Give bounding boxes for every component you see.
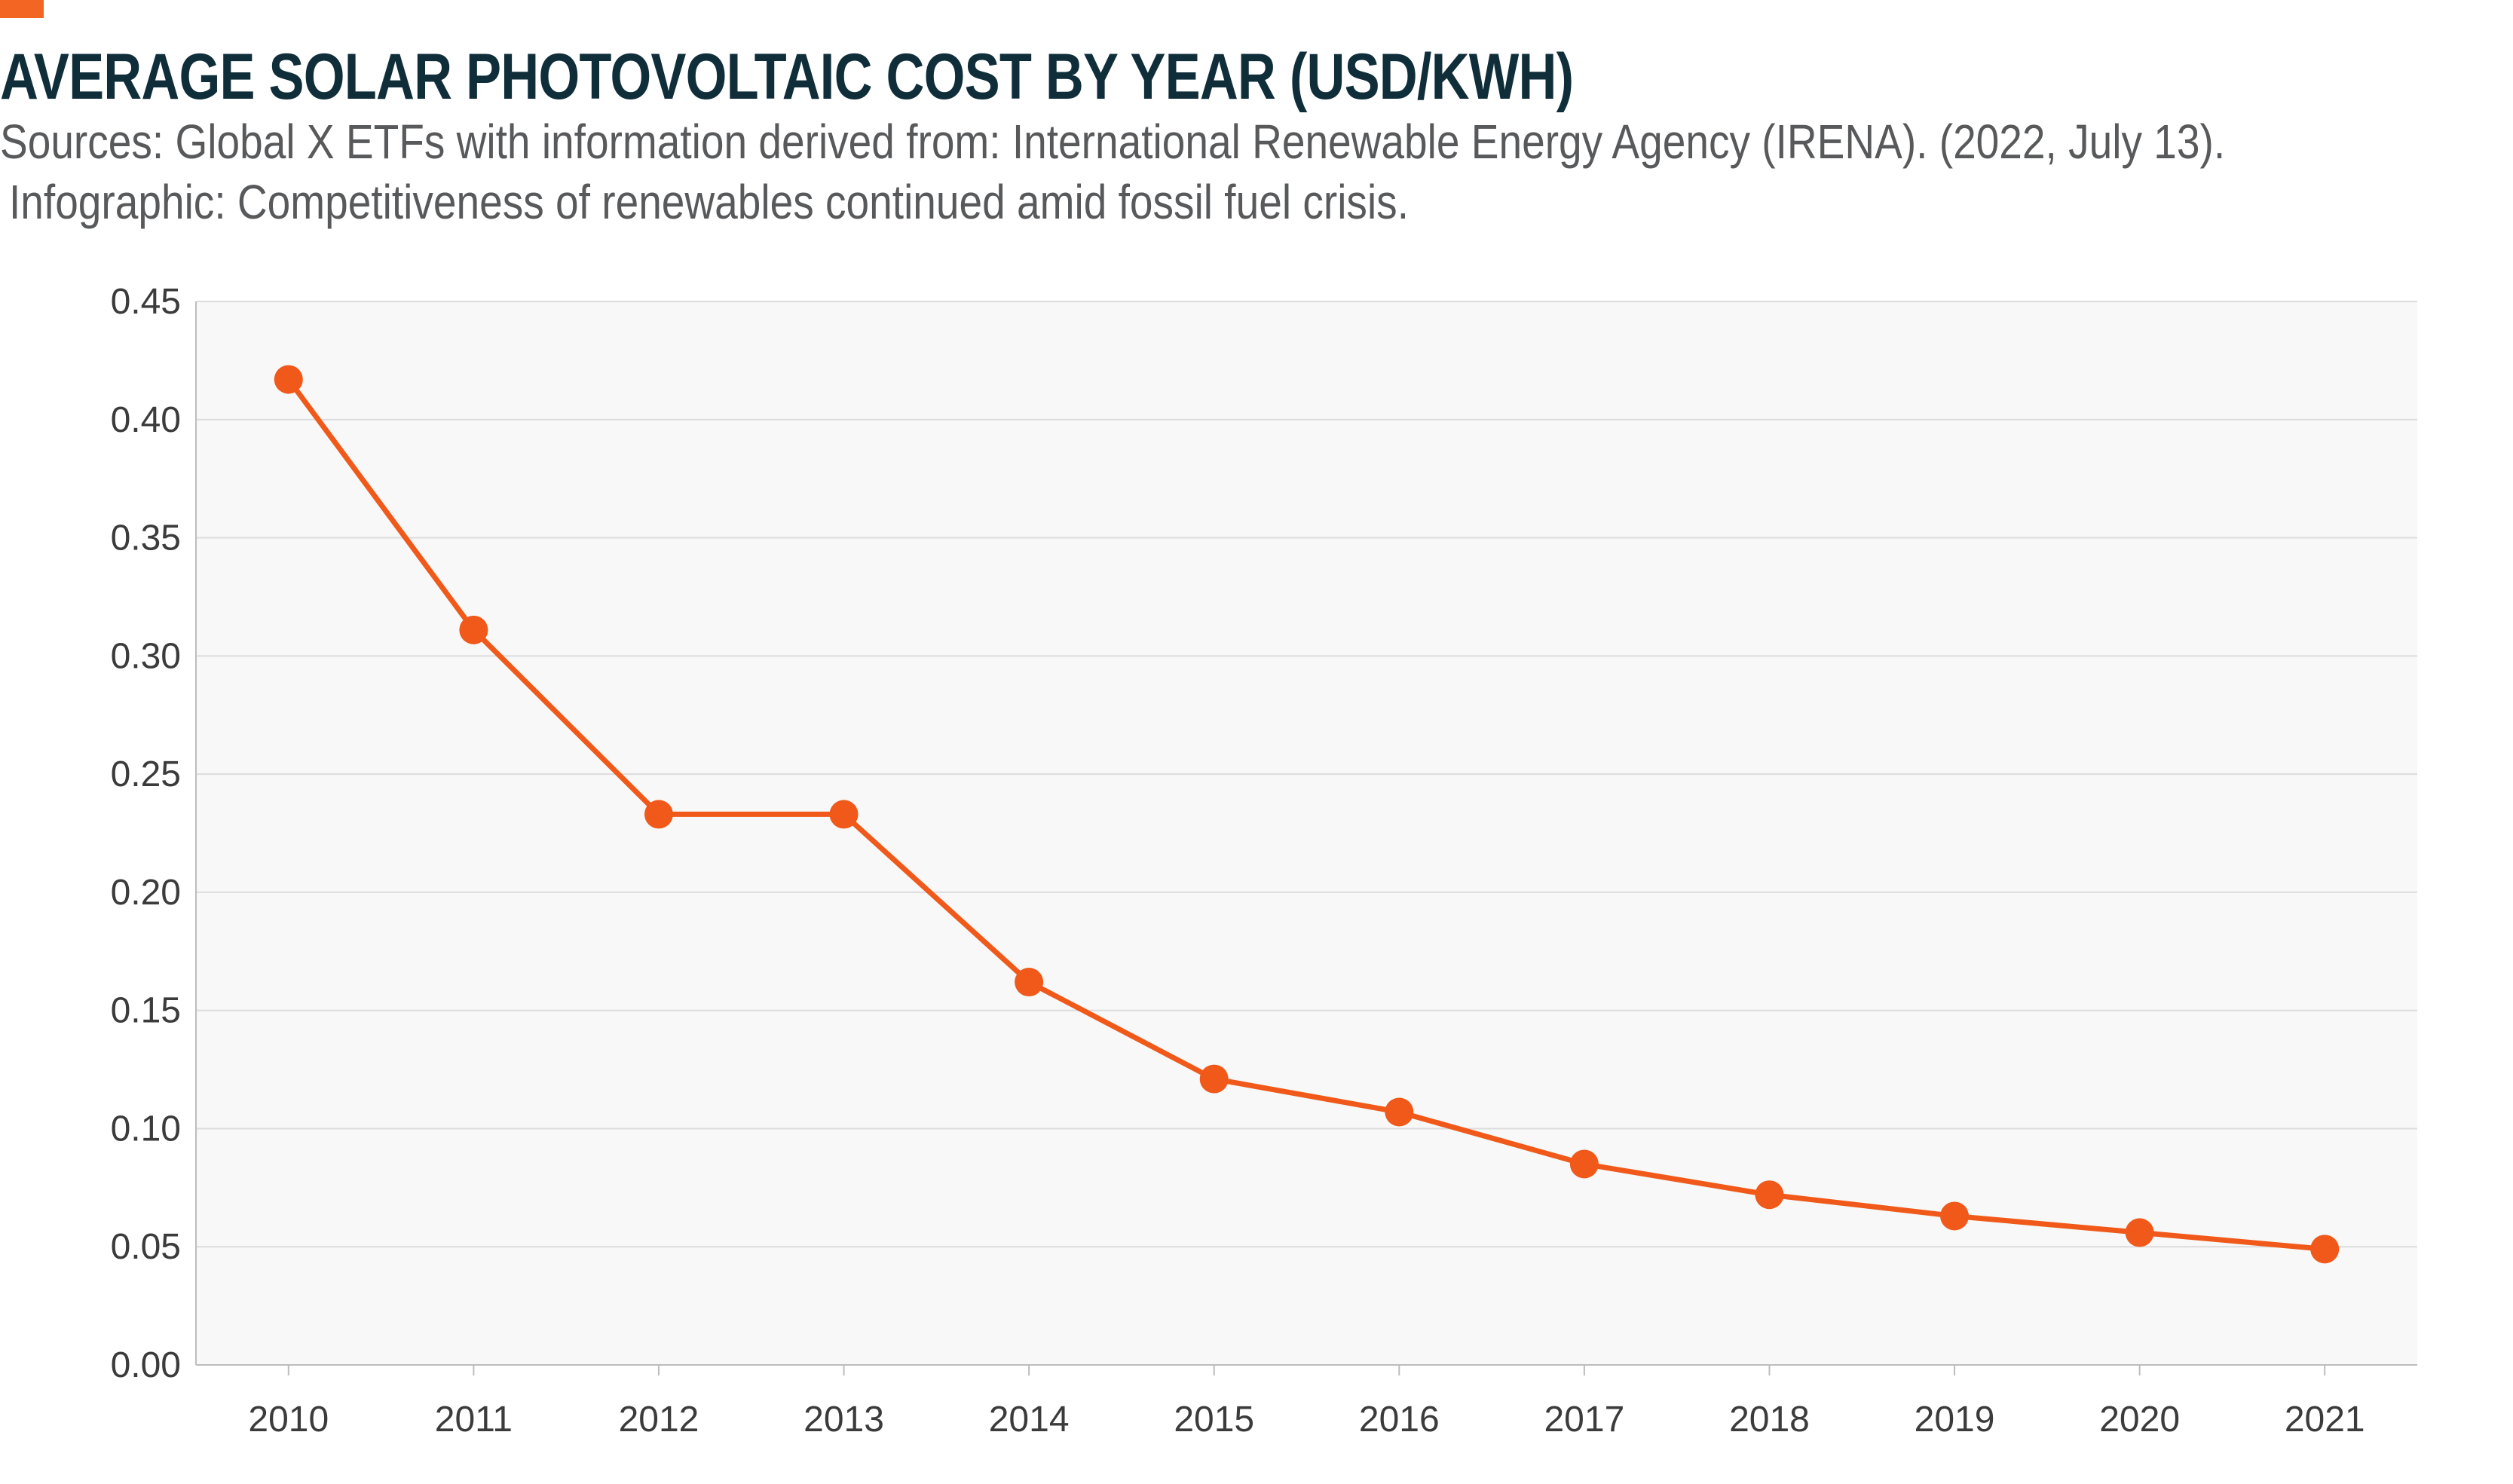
source-note-line-2: Infographic: Competitiveness of renewabl… [9,175,1409,229]
data-point [1569,1149,1599,1179]
x-tick-label: 2014 [989,1400,1070,1440]
data-series [286,376,2328,1252]
x-tick-label: 2018 [1729,1400,1810,1440]
x-tick-label: 2016 [1359,1400,1440,1440]
data-point [274,365,303,394]
y-tick-label: 0.00 [111,1345,181,1385]
x-tick-label: 2011 [435,1400,513,1440]
axes [195,301,2417,1375]
y-tick-label: 0.05 [111,1227,181,1267]
x-tick-label: 2019 [1915,1400,1995,1440]
data-point [1940,1201,1970,1231]
y-tick-label: 0.30 [111,636,181,676]
data-point [1015,968,1044,997]
gridlines [196,301,2417,1248]
data-point [2310,1235,2340,1264]
y-tick-label: 0.40 [111,400,181,440]
data-point [2125,1218,2154,1247]
data-point [459,615,488,644]
x-tick-label: 2012 [619,1400,699,1440]
data-points [274,365,2340,1264]
plot-area [196,301,2417,1365]
y-tick-label: 0.20 [111,873,181,913]
x-tick-label: 2020 [2099,1400,2180,1440]
y-tick-label: 0.35 [111,519,181,558]
source-note-line-1: Sources: Global X ETFs with information … [0,115,2226,169]
x-tick-label: 2021 [2285,1400,2365,1440]
data-point [644,800,673,829]
data-point [1385,1097,1414,1127]
y-axis-tick-labels: 0.00 0.05 0.10 0.15 0.20 0.25 0.30 0.35 0.40 0.45 [111,282,181,1385]
x-axis-tick-labels: 2010 2011 2012 2013 2014 2015 2016 2017 2018 2019… [248,1400,2365,1440]
data-point [829,800,859,829]
data-point [1199,1064,1229,1094]
x-tick-label: 2010 [248,1400,329,1440]
y-tick-label: 0.45 [111,282,181,322]
chart-title: AVERAGE SOLAR PHOTOVOLTAIC COST BY YEAR … [0,41,1574,113]
accent-bar [0,0,44,18]
data-point [1755,1180,1784,1210]
x-tick-label: 2017 [1544,1400,1624,1440]
x-tick-label: 2013 [803,1400,884,1440]
series-line [286,376,2328,1252]
x-tick-label: 2015 [1174,1400,1254,1440]
y-tick-label: 0.15 [111,991,181,1031]
y-tick-label: 0.10 [111,1109,181,1149]
y-tick-label: 0.25 [111,754,181,794]
